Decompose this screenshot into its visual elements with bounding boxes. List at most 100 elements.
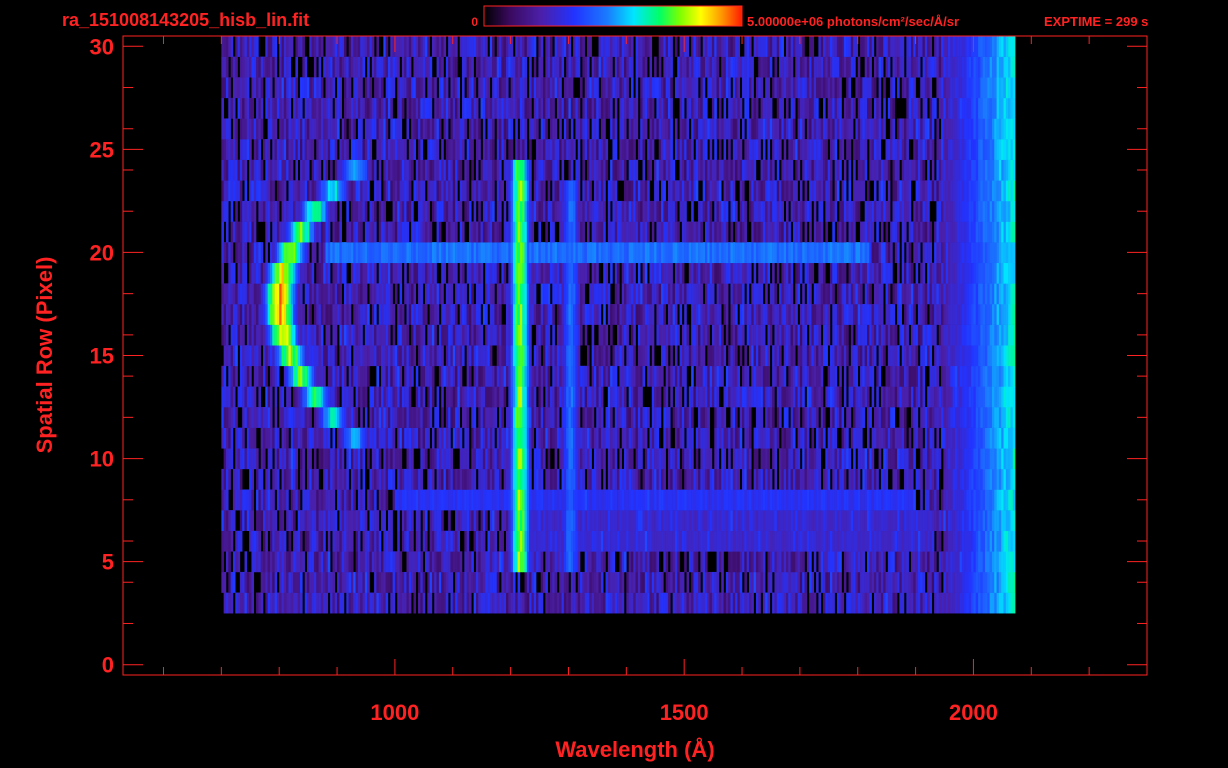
heatmap-cell	[249, 468, 252, 490]
heatmap-cell	[878, 407, 882, 428]
heatmap-cell	[862, 489, 865, 511]
heatmap-cell	[746, 468, 750, 490]
heatmap-cell	[841, 407, 845, 428]
heatmap-cell	[732, 365, 736, 387]
heatmap-cell	[834, 510, 838, 532]
heatmap-cell	[883, 510, 886, 532]
heatmap-cell	[485, 345, 488, 367]
heatmap-cell	[450, 386, 454, 408]
heatmap-cell	[337, 427, 340, 449]
heatmap-cell	[790, 551, 794, 573]
heatmap-cell	[806, 345, 810, 367]
heatmap-cell	[464, 551, 467, 573]
heatmap-cell	[760, 283, 764, 305]
heatmap-cell	[913, 489, 916, 511]
heatmap-cell	[714, 324, 717, 346]
heatmap-cell	[628, 571, 632, 593]
heatmap-cell	[873, 468, 877, 490]
heatmap-cell	[547, 365, 551, 387]
heatmap-cell	[827, 551, 831, 573]
heatmap-cell	[589, 571, 592, 593]
heatmap-cell	[480, 468, 484, 490]
heatmap-cell	[489, 510, 493, 532]
heatmap-cell	[753, 510, 757, 532]
heatmap-cell	[225, 427, 229, 449]
heatmap-cell	[531, 365, 535, 387]
heatmap-cell	[397, 551, 400, 573]
heatmap-cell	[853, 407, 856, 428]
heatmap-cell	[987, 571, 990, 593]
heatmap-cell	[424, 427, 428, 449]
heatmap-cell	[325, 592, 329, 614]
heatmap-cell	[552, 489, 555, 511]
heatmap-cell	[436, 551, 440, 573]
heatmap-cell	[906, 345, 909, 367]
heatmap-cell	[890, 386, 893, 408]
heatmap-cell	[422, 510, 426, 532]
heatmap-cell	[559, 427, 562, 449]
heatmap-cell	[941, 283, 944, 305]
heatmap-cell	[836, 283, 840, 305]
heatmap-cell	[556, 510, 560, 532]
heatmap-cell	[357, 386, 361, 408]
heatmap-cell	[381, 551, 384, 573]
heatmap-cell	[927, 386, 930, 408]
heatmap-cell	[674, 407, 678, 428]
heatmap-cell	[913, 571, 916, 593]
heatmap-cell	[489, 489, 493, 511]
heatmap-cell	[468, 324, 472, 346]
heatmap-cell	[792, 427, 796, 449]
heatmap-cell	[438, 345, 442, 367]
heatmap-cell	[263, 283, 266, 305]
heatmap-cell	[980, 551, 983, 573]
heatmap-cell	[323, 530, 326, 552]
heatmap-cell	[397, 324, 400, 346]
heatmap-cell	[276, 448, 280, 470]
heatmap-cell	[381, 571, 384, 593]
heatmap-cell	[371, 324, 375, 346]
heatmap-cell	[383, 365, 386, 387]
heatmap-cell	[781, 571, 784, 593]
heatmap-cell	[436, 530, 440, 552]
heatmap-cell	[293, 592, 296, 614]
heatmap-cell	[341, 551, 345, 573]
heatmap-cell	[429, 448, 433, 470]
heatmap-cell	[1001, 468, 1004, 490]
heatmap-cell	[943, 571, 946, 593]
heatmap-cell	[392, 345, 396, 367]
heatmap-cell	[464, 571, 467, 593]
heatmap-cell	[938, 448, 942, 470]
heatmap-cell	[924, 324, 928, 346]
heatmap-cell	[649, 283, 653, 305]
heatmap-cell	[776, 407, 780, 428]
heatmap-cell	[799, 365, 803, 387]
heatmap-cell	[436, 283, 440, 305]
heatmap-cell	[751, 551, 754, 573]
heatmap-cell	[536, 468, 539, 490]
heatmap-cell	[522, 407, 525, 428]
heatmap-cell	[661, 448, 664, 470]
heatmap-cell	[251, 303, 255, 325]
heatmap-cell	[691, 448, 694, 470]
heatmap-cell	[820, 510, 824, 532]
heatmap-cell	[885, 468, 889, 490]
heatmap-cell	[786, 427, 789, 449]
heatmap-cell	[575, 365, 579, 387]
heatmap-cell	[779, 592, 782, 614]
heatmap-cell	[904, 324, 907, 346]
heatmap-cell	[290, 489, 294, 511]
heatmap-cell	[883, 592, 886, 614]
heatmap-cell	[397, 530, 400, 552]
heatmap-cell	[441, 448, 444, 470]
heatmap-cell	[973, 345, 977, 367]
heatmap-cell	[760, 345, 764, 367]
heatmap-cell	[783, 571, 787, 593]
heatmap-cell	[362, 571, 366, 593]
heatmap-cell	[390, 407, 393, 428]
heatmap-cell	[968, 324, 972, 346]
heatmap-cell	[786, 530, 789, 552]
heatmap-cell	[630, 427, 634, 449]
heatmap-cell	[543, 530, 546, 552]
heatmap-cell	[589, 510, 592, 532]
heatmap-cell	[640, 345, 643, 367]
